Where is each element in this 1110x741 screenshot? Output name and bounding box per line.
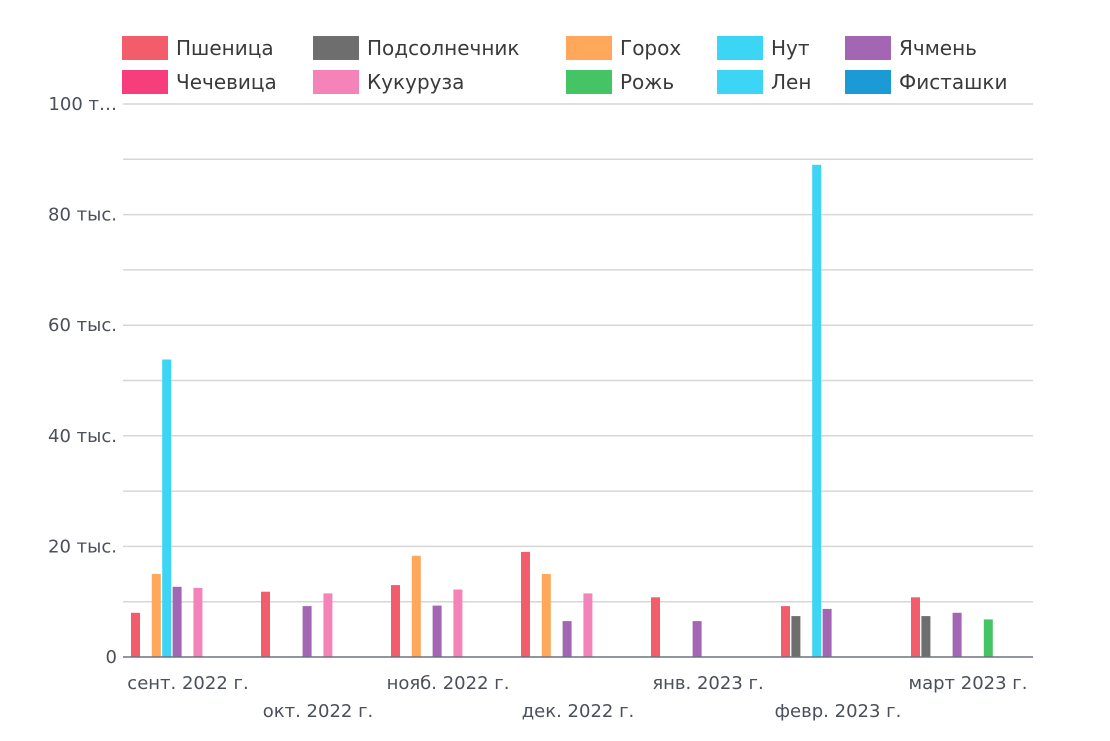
legend: Пшеница Подсолнечник Горох Нут Ячмень Чечевиц… <box>122 36 1008 94</box>
legend-swatch-7[interactable] <box>566 70 612 94</box>
legend-swatch-3[interactable] <box>717 36 763 60</box>
y-tick-label: 80 тыс. <box>48 205 117 226</box>
bar-6-1[interactable] <box>921 616 931 657</box>
legend-label-8: Лен <box>771 70 811 94</box>
x-tick-label: янв. 2023 г. <box>652 673 763 694</box>
legend-label-0: Пшеница <box>176 36 274 60</box>
bar-3-0[interactable] <box>521 551 530 657</box>
x-tick-label: март 2023 г. <box>909 673 1028 694</box>
y-tick-label: 40 тыс. <box>48 426 117 447</box>
y-tick-label: 0 <box>106 647 117 668</box>
x-tick-label: сент. 2022 г. <box>127 673 248 694</box>
bar-6-7[interactable] <box>983 619 993 657</box>
bars <box>131 164 993 658</box>
bar-0-3[interactable] <box>162 359 172 658</box>
bar-0-4[interactable] <box>172 586 182 657</box>
y-tick-label: 60 тыс. <box>48 315 117 336</box>
legend-label-9: Фисташки <box>899 70 1008 94</box>
legend-swatch-2[interactable] <box>566 36 612 60</box>
bar-4-4[interactable] <box>692 621 702 657</box>
x-tick-label: нояб. 2022 г. <box>387 673 510 694</box>
bar-1-6[interactable] <box>323 593 333 657</box>
legend-label-3: Нут <box>771 36 810 60</box>
legend-swatch-1[interactable] <box>313 36 359 60</box>
legend-swatch-8[interactable] <box>717 70 763 94</box>
y-tick-label: 20 тыс. <box>48 536 117 557</box>
legend-swatch-9[interactable] <box>845 70 891 94</box>
legend-swatch-5[interactable] <box>122 70 168 94</box>
gridlines <box>123 103 1033 603</box>
bar-0-6[interactable] <box>193 587 203 657</box>
legend-swatch-0[interactable] <box>122 36 168 60</box>
bar-3-4[interactable] <box>562 621 572 657</box>
bar-5-4[interactable] <box>822 608 832 657</box>
x-tick-label: дек. 2022 г. <box>522 701 635 722</box>
bar-3-2[interactable] <box>541 574 551 657</box>
y-axis: 0 20 тыс. 40 тыс. 60 тыс. 80 тыс. 100 т… <box>48 94 117 668</box>
bar-1-0[interactable] <box>261 591 270 657</box>
legend-label-1: Подсолнечник <box>367 36 519 60</box>
legend-label-4: Ячмень <box>899 36 977 60</box>
bar-0-2[interactable] <box>151 574 161 657</box>
bar-2-4[interactable] <box>432 605 442 657</box>
bar-2-0[interactable] <box>391 585 400 657</box>
bar-2-2[interactable] <box>411 555 421 657</box>
y-tick-label: 100 т… <box>48 94 117 115</box>
bar-6-0[interactable] <box>911 597 920 657</box>
bar-5-0[interactable] <box>781 606 790 657</box>
legend-label-5: Чечевица <box>176 70 277 94</box>
bar-2-6[interactable] <box>453 589 463 658</box>
bar-4-0[interactable] <box>651 597 660 657</box>
legend-swatch-4[interactable] <box>845 36 891 60</box>
x-tick-label: февр. 2023 г. <box>775 701 902 722</box>
legend-label-6: Кукуруза <box>367 70 464 94</box>
bar-0-0[interactable] <box>131 612 140 657</box>
bar-3-6[interactable] <box>583 593 593 657</box>
x-tick-label: окт. 2022 г. <box>263 701 374 722</box>
bar-5-1[interactable] <box>791 616 801 657</box>
x-axis: сент. 2022 г. окт. 2022 г. нояб. 2022 г. де… <box>127 673 1027 722</box>
bar-1-4[interactable] <box>302 606 312 657</box>
legend-label-2: Горох <box>620 36 681 60</box>
bar-5-3[interactable] <box>812 164 822 658</box>
legend-label-7: Рожь <box>620 70 674 94</box>
bar-6-4[interactable] <box>952 612 962 657</box>
legend-swatch-6[interactable] <box>313 70 359 94</box>
